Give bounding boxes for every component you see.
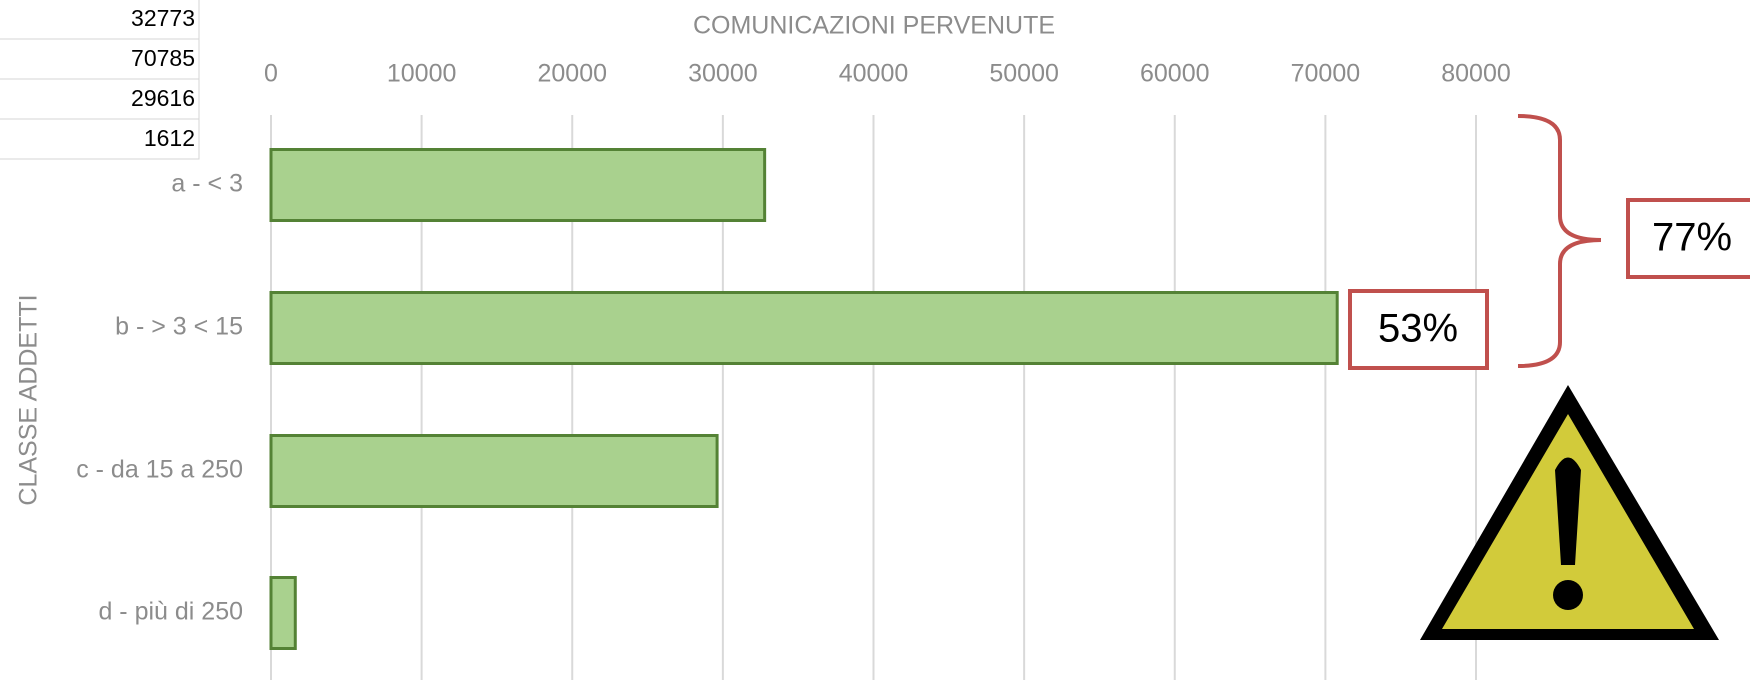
bar [269,576,297,650]
cell-value: 29616 [131,85,195,111]
sheet-cells: 32773 70785 29616 1612 [0,0,200,160]
annotation: 53% [1378,307,1458,351]
warning-icon [1420,385,1719,640]
x-tick-label: 70000 [1291,60,1361,88]
cell-value: 70785 [131,45,195,71]
x-tick-label: 30000 [688,60,758,88]
y-tick-label: d - più di 250 [98,598,243,626]
exclamation [1555,457,1581,565]
x-tick-label: 50000 [989,60,1059,88]
y-axis-title: CLASSE ADDETTI [15,294,43,505]
exclamation-dot [1553,580,1583,610]
annotation: 77% [1652,216,1732,260]
y-tick-label: b - > 3 < 15 [115,313,243,341]
brace [1517,114,1602,368]
x-tick-label: 80000 [1441,60,1511,88]
bar [269,434,719,508]
axis-title: COMUNICAZIONI PERVENUTE [693,12,1055,40]
bar [269,148,767,222]
y-tick-label: c - da 15 a 250 [76,456,243,484]
plot: 0 10000 20000 30000 40000 50000 60000 70000 8000… [76,60,1511,680]
x-tick-label: 10000 [387,60,457,88]
bar [269,291,1339,365]
x-tick-label: 20000 [537,60,607,88]
cell-value: 32773 [131,5,195,31]
y-tick-label: a - < 3 [171,170,243,198]
x-tick-label: 60000 [1140,60,1210,88]
cell-value: 1612 [144,125,195,151]
annotation-box [1626,198,1750,279]
annotation-box [1348,289,1489,370]
cell [0,118,200,160]
x-tick-label: 0 [264,60,278,88]
x-tick-label: 40000 [839,60,909,88]
